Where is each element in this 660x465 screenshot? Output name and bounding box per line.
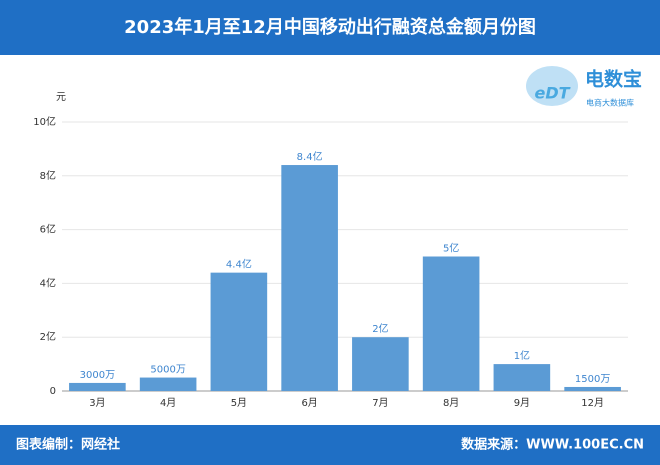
y-tick-label: 6亿	[40, 223, 56, 236]
y-tick-label: 2亿	[40, 330, 56, 343]
bar	[352, 337, 409, 391]
value-label: 1500万	[575, 374, 610, 385]
bar	[281, 165, 338, 391]
value-label: 5亿	[443, 242, 459, 255]
chart-title: 2023年1月至12月中国移动出行融资总金额月份图	[124, 16, 536, 38]
y-axis-label: 元	[56, 92, 66, 103]
value-label: 4.4亿	[226, 258, 252, 271]
logo: eDT 电数宝 电商大数据库	[526, 66, 642, 108]
y-tick-label: 0	[50, 386, 56, 397]
bar	[493, 364, 551, 391]
bar	[69, 382, 126, 391]
footer-left: 图表编制：网经社	[16, 437, 120, 453]
x-tick-label: 9月	[514, 397, 530, 409]
x-tick-label: 6月	[301, 397, 317, 409]
x-tick-label: 8月	[443, 397, 459, 409]
logo-tagline: 电商大数据库	[586, 98, 634, 108]
x-tick-label: 5月	[231, 397, 247, 409]
value-label: 1亿	[514, 349, 530, 362]
header-bar	[0, 0, 660, 55]
logo-cloud	[526, 66, 578, 106]
value-label: 3000万	[80, 370, 115, 381]
x-tick-label: 12月	[581, 397, 604, 409]
logo-mark: eDT	[534, 84, 570, 103]
value-label: 8.4亿	[297, 150, 323, 163]
x-tick-label: 3月	[89, 397, 105, 409]
y-tick-label: 4亿	[40, 276, 56, 289]
bar	[139, 377, 197, 391]
bar	[422, 256, 480, 391]
value-label: 5000万	[150, 365, 185, 376]
bar	[210, 272, 268, 391]
x-tick-label: 7月	[372, 397, 388, 409]
value-label: 2亿	[372, 322, 388, 335]
x-tick-label: 4月	[160, 397, 176, 409]
footer-right: 数据来源：WWW.100EC.CN	[461, 437, 644, 453]
y-tick-label: 10亿	[33, 115, 56, 128]
bar	[564, 386, 621, 391]
logo-name: 电数宝	[585, 68, 642, 91]
y-tick-label: 8亿	[40, 169, 56, 182]
footer-bar	[0, 425, 660, 465]
